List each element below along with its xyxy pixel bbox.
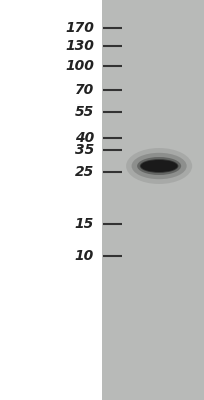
Ellipse shape xyxy=(140,159,178,173)
Text: 100: 100 xyxy=(65,59,94,73)
FancyBboxPatch shape xyxy=(102,0,204,400)
Text: 25: 25 xyxy=(75,165,94,179)
Text: 170: 170 xyxy=(65,21,94,35)
Text: 70: 70 xyxy=(75,83,94,97)
Text: 55: 55 xyxy=(75,105,94,119)
Text: 40: 40 xyxy=(75,131,94,145)
Text: 10: 10 xyxy=(75,249,94,263)
Ellipse shape xyxy=(137,157,181,175)
Text: 35: 35 xyxy=(75,143,94,157)
Text: 130: 130 xyxy=(65,39,94,53)
Ellipse shape xyxy=(141,160,177,172)
Ellipse shape xyxy=(132,153,187,179)
Text: 15: 15 xyxy=(75,217,94,231)
Ellipse shape xyxy=(126,148,192,184)
